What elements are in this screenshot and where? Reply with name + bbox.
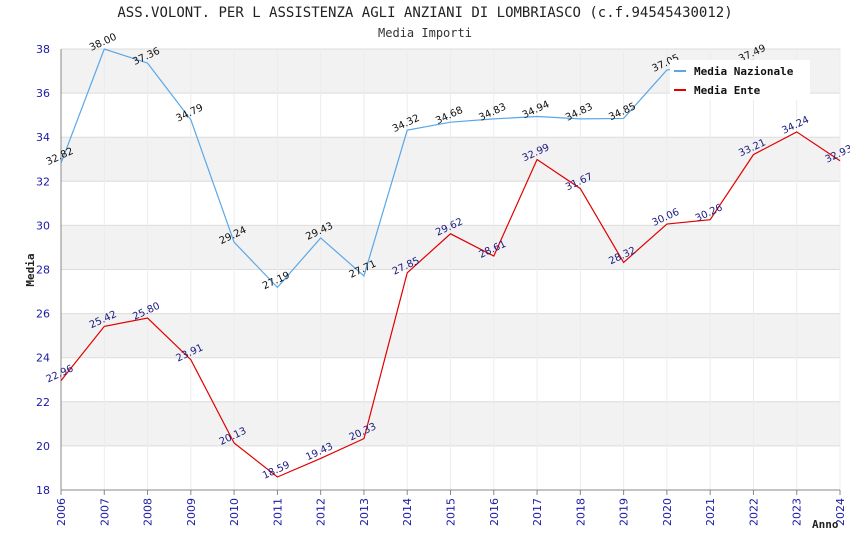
x-tick-label: 2023 xyxy=(791,498,804,526)
x-tick-label: 2020 xyxy=(661,498,674,526)
y-tick-label: 22 xyxy=(36,396,50,409)
data-label: 34.79 xyxy=(174,102,205,124)
x-tick-labels: 2006 2007 2008 2009 2010 2011 2012 2013 2014 2015… xyxy=(55,498,847,526)
x-tick-label: 2021 xyxy=(704,498,717,526)
data-label: 34.83 xyxy=(564,102,595,124)
data-label: 30.26 xyxy=(694,202,725,224)
data-label: 34.24 xyxy=(780,115,811,137)
data-label: 34.94 xyxy=(521,99,552,121)
y-tick-label: 26 xyxy=(36,308,50,321)
y-tick-labels: 18 20 22 24 26 28 30 32 34 36 38 xyxy=(36,43,50,497)
series-line-0 xyxy=(60,48,754,289)
x-tick-label: 2010 xyxy=(228,498,241,526)
legend-item-nazionale: Media Nazionale xyxy=(674,62,793,80)
chart-title: ASS.VOLONT. PER L ASSISTENZA AGLI ANZIAN… xyxy=(117,5,733,21)
x-tick-label: 2019 xyxy=(618,498,631,526)
x-tick-label: 2013 xyxy=(358,498,371,526)
y-axis-label: Media xyxy=(24,253,37,286)
x-tick-label: 2011 xyxy=(271,498,284,526)
x-tick-label: 2016 xyxy=(488,498,501,526)
x-tick-label: 2012 xyxy=(315,498,328,526)
grid-lines xyxy=(60,48,841,491)
x-tick-label: 2017 xyxy=(531,498,544,526)
y-tick-label: 28 xyxy=(36,264,50,277)
x-tick-label: 2009 xyxy=(185,498,198,526)
x-tick-label: 2022 xyxy=(747,498,760,526)
legend-label-nazionale: Media Nazionale xyxy=(694,64,794,78)
y-tick-label: 38 xyxy=(36,43,50,56)
y-tick-label: 32 xyxy=(36,175,50,188)
x-tick-label: 2014 xyxy=(401,498,414,526)
legend-swatch-ente xyxy=(674,89,686,91)
y-tick-label: 36 xyxy=(36,87,50,100)
series-line-1 xyxy=(60,131,841,478)
data-label: 34.83 xyxy=(477,102,508,124)
y-tick-label: 20 xyxy=(36,440,50,453)
x-tick-label: 2024 xyxy=(834,498,847,526)
y-tick-label: 18 xyxy=(36,484,50,497)
legend-item-ente: Media Ente xyxy=(674,81,760,99)
x-tick-label: 2006 xyxy=(55,498,68,526)
x-tick-label: 2008 xyxy=(142,498,155,526)
data-label: 22.96 xyxy=(45,363,76,385)
legend-swatch-nazionale xyxy=(674,70,686,72)
axes xyxy=(60,49,841,495)
y-tick-label: 34 xyxy=(36,131,50,144)
data-label: 18.59 xyxy=(261,460,292,482)
legend-label-ente: Media Ente xyxy=(694,83,761,97)
y-tick-label: 24 xyxy=(36,352,50,365)
series-lines xyxy=(60,48,841,478)
x-tick-label: 2015 xyxy=(445,498,458,526)
data-label: 27.19 xyxy=(261,270,292,292)
chart-subtitle: Media Importi xyxy=(378,26,472,40)
legend: Media Nazionale Media Ente xyxy=(670,60,810,100)
x-axis-label: Anno xyxy=(812,518,839,531)
y-tick-label: 30 xyxy=(36,219,50,232)
data-label: 34.85 xyxy=(607,101,638,123)
data-label: 34.68 xyxy=(434,105,465,127)
x-tick-label: 2007 xyxy=(98,498,111,526)
x-tick-label: 2018 xyxy=(574,498,587,526)
